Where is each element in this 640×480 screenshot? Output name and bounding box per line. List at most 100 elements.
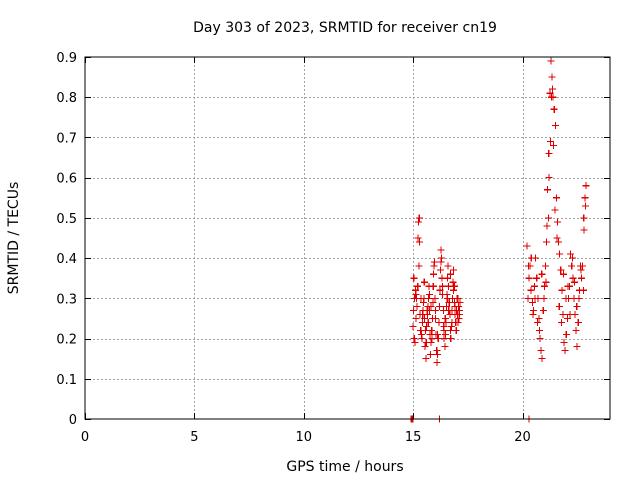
- data-point: [447, 335, 455, 343]
- data-point: [525, 262, 533, 270]
- data-point: [546, 89, 554, 97]
- data-point: [422, 355, 430, 363]
- data-point: [440, 335, 448, 343]
- data-point: [450, 282, 458, 290]
- data-point: [547, 93, 555, 101]
- y-tick-label: 0.6: [56, 172, 77, 187]
- data-point: [436, 266, 444, 274]
- data-point: [547, 137, 554, 145]
- data-point: [410, 306, 418, 314]
- data-point: [449, 286, 457, 294]
- data-point: [421, 314, 428, 322]
- data-point: [525, 274, 533, 282]
- x-tick-label: 15: [405, 430, 422, 445]
- data-point: [448, 318, 456, 326]
- data-point: [454, 318, 462, 326]
- data-point: [409, 322, 417, 330]
- data-point: [413, 302, 421, 310]
- data-point: [562, 331, 570, 339]
- data-point: [573, 302, 581, 310]
- data-point: [554, 218, 561, 226]
- data-point: [442, 302, 450, 310]
- data-point: [543, 222, 551, 230]
- data-point: [540, 294, 548, 302]
- data-point: [421, 343, 429, 351]
- x-tick-label: 20: [514, 430, 531, 445]
- x-tick-label: 10: [295, 430, 312, 445]
- data-point: [524, 294, 532, 302]
- data-point: [412, 290, 420, 298]
- data-point: [537, 347, 545, 355]
- data-point: [560, 270, 568, 278]
- data-point: [552, 194, 560, 202]
- data-point: [441, 314, 449, 322]
- data-point: [431, 294, 439, 302]
- data-point: [428, 327, 436, 335]
- data-point: [561, 347, 569, 355]
- grid-lines: [85, 57, 610, 419]
- data-point: [415, 218, 423, 226]
- data-point: [427, 302, 435, 310]
- plot-frame: [84, 56, 611, 420]
- data-point: [523, 242, 531, 250]
- data-point: [423, 306, 431, 314]
- data-point: [455, 310, 463, 318]
- chart-title: Day 303 of 2023, SRMTID for receiver cn1…: [193, 20, 497, 36]
- data-point: [416, 238, 424, 246]
- data-point: [428, 335, 436, 343]
- data-point: [550, 105, 558, 113]
- data-point: [532, 254, 540, 262]
- data-point: [568, 254, 576, 262]
- data-point: [559, 310, 567, 318]
- y-tick-label: 0: [69, 413, 77, 428]
- data-point: [415, 214, 423, 222]
- data-point: [410, 274, 418, 282]
- y-tick-label: 0.9: [56, 51, 77, 66]
- y-tick-label: 0.2: [56, 333, 77, 348]
- data-point: [447, 270, 455, 278]
- data-point: [444, 274, 452, 282]
- data-point: [433, 347, 441, 355]
- y-axis-label: SRMTID / TECUs: [6, 182, 22, 295]
- data-point: [551, 121, 559, 129]
- data-point: [568, 262, 576, 270]
- data-point: [555, 302, 563, 310]
- y-tick-label: 0.7: [56, 131, 77, 146]
- data-point: [437, 258, 445, 266]
- data-point: [542, 278, 550, 286]
- data-point: [452, 327, 460, 335]
- data-point: [562, 294, 570, 302]
- data-point: [446, 327, 454, 335]
- data-point: [437, 246, 445, 254]
- data-point: [434, 351, 442, 359]
- data-point: [418, 335, 426, 343]
- data-point: [543, 238, 551, 246]
- data-point: [423, 322, 431, 330]
- data-point: [571, 278, 579, 286]
- data-point: [533, 274, 541, 282]
- y-tick-label: 0.1: [56, 373, 77, 388]
- data-point: [553, 234, 561, 242]
- data-point: [442, 331, 449, 339]
- data-point: [433, 331, 441, 339]
- data-point: [574, 318, 582, 326]
- data-point: [582, 202, 589, 210]
- data-point: [425, 290, 433, 298]
- data-point: [581, 194, 589, 202]
- data-point: [533, 318, 541, 326]
- data-point: [545, 150, 553, 158]
- data-point: [548, 73, 556, 81]
- data-point: [429, 298, 437, 306]
- data-point: [454, 294, 462, 302]
- data-point: [545, 174, 553, 182]
- data-point: [550, 141, 558, 149]
- y-tick-label: 0.5: [56, 212, 77, 227]
- y-tick-label: 0.4: [56, 252, 77, 267]
- data-point: [556, 250, 564, 258]
- data-point: [558, 286, 566, 294]
- data-point: [536, 327, 544, 335]
- data-point: [580, 226, 588, 234]
- data-point: [531, 294, 539, 302]
- data-point: [414, 234, 422, 242]
